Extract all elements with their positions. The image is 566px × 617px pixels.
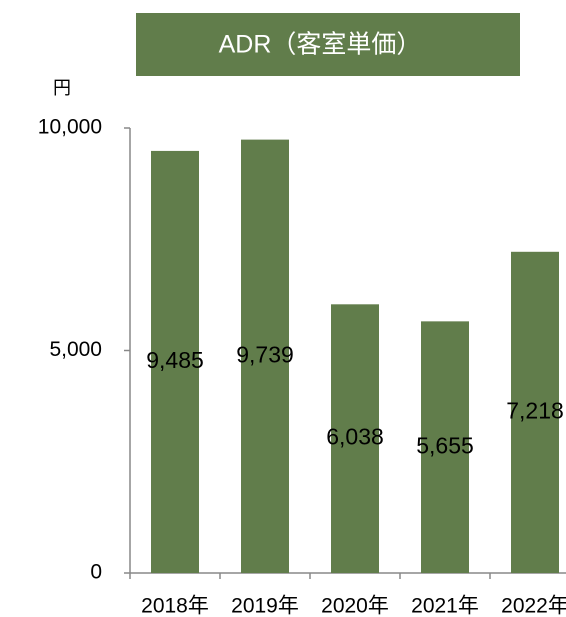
y-tick-label: 10,000 [38, 116, 102, 139]
y-axis-label: 円 [53, 78, 71, 98]
y-tick-label: 0 [90, 561, 102, 584]
title-box [136, 13, 520, 76]
x-tick-label: 2020年 [321, 595, 389, 617]
bar [331, 304, 379, 573]
chart-title: ADR（客室単価） [219, 31, 422, 59]
value-label: 9,485 [146, 347, 204, 373]
value-label: 6,038 [326, 424, 384, 450]
value-label: 9,739 [236, 341, 294, 367]
x-tick-label: 2019年 [231, 595, 299, 617]
x-tick-label: 2018年 [141, 595, 209, 617]
bar [241, 139, 289, 573]
value-label: 7,218 [506, 397, 564, 423]
bar [151, 150, 199, 574]
value-label: 5,655 [416, 432, 474, 458]
x-tick-label: 2021年 [411, 595, 479, 617]
y-tick-label: 5,000 [49, 338, 102, 361]
x-tick-label: 2022年 [501, 595, 566, 617]
bar [511, 251, 559, 573]
bar [421, 321, 469, 573]
